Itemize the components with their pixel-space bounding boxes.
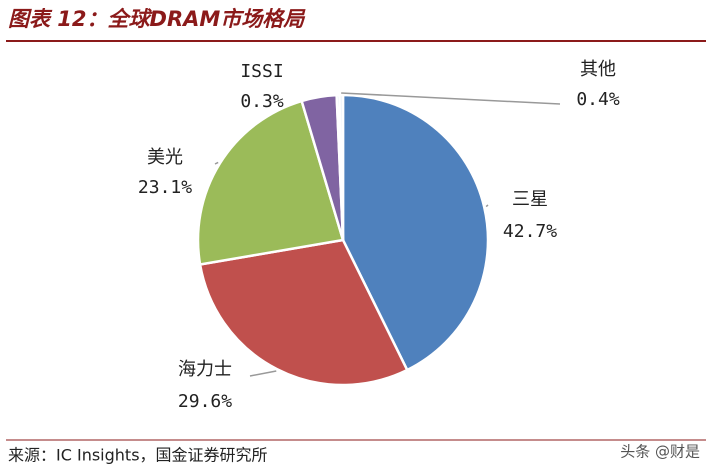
pie-slice (198, 238, 409, 387)
slice-label: 海力士 (178, 359, 232, 380)
slice-label: ISSI (240, 61, 283, 82)
slice-label: 三星 (512, 189, 548, 210)
leader-line (341, 92, 561, 105)
leader-line (214, 161, 219, 165)
pie-slice (341, 93, 490, 372)
slice-label: 其他 (580, 59, 616, 80)
slice-value: 0.3% (240, 91, 284, 112)
slice-label: 美光 (147, 147, 183, 168)
watermark: 头条 @财是 (620, 443, 700, 461)
pie-slice (338, 93, 345, 241)
pie-slice (196, 99, 345, 266)
figure-title: 图表 12：全球DRAM市场格局 (8, 7, 306, 31)
leader-line (485, 204, 489, 208)
source: 来源：IC Insights，国金证券研究所 (8, 446, 268, 465)
slice-value: 0.4% (576, 89, 620, 110)
leader-line (249, 370, 277, 377)
slice-value: 29.6% (178, 391, 232, 412)
slice-value: 42.7% (503, 221, 557, 242)
slice-value: 23.1% (138, 177, 192, 198)
